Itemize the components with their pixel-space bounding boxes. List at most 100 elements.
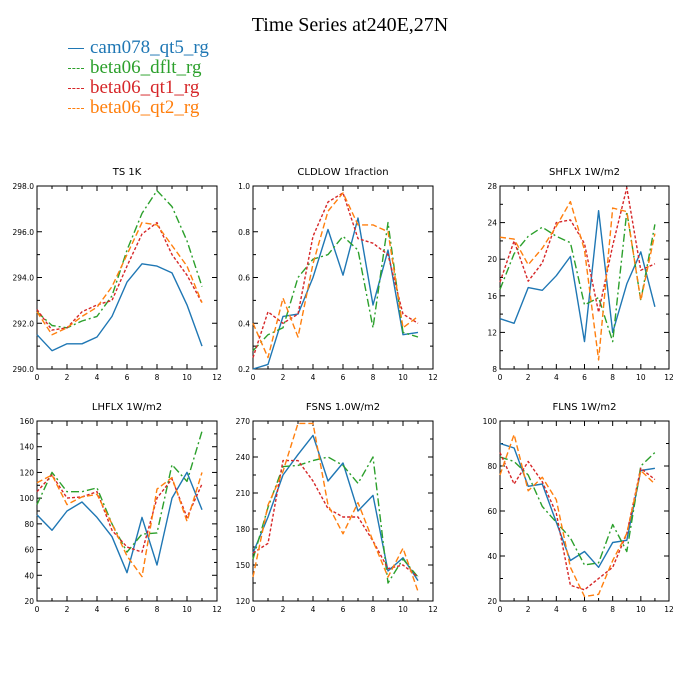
y-tick-label: 150 (236, 561, 251, 570)
y-tick-label: 270 (236, 417, 251, 426)
series-line-beta06-qt2-rg (36, 221, 203, 336)
legend-item-beta06-dflt: beta06_dflt_rg (68, 58, 209, 78)
y-tick-label: 0.8 (238, 228, 250, 237)
chart-title: FSNS 1.0W/m2 (306, 402, 380, 413)
series-line-beta06-dflt-rg (36, 189, 203, 329)
x-tick-label: 4 (311, 605, 316, 614)
series-line-cam078-qt5-rg (252, 434, 419, 581)
plot-frame (252, 185, 434, 370)
legend-item-beta06-qt2: beta06_qt2_rg (68, 98, 209, 118)
series-line-beta06-qt2-rg (499, 200, 656, 361)
series-line-cam078-qt5-rg (36, 263, 203, 352)
x-tick-label: 0 (35, 605, 40, 614)
x-tick-label: 8 (610, 373, 615, 382)
chart-title: SHFLX 1W/m2 (549, 167, 620, 178)
y-tick-label: 100 (20, 494, 35, 503)
y-tick-label: 60 (24, 546, 34, 555)
x-tick-label: 6 (582, 373, 587, 382)
y-tick-label: 80 (487, 462, 497, 471)
y-tick-label: 12 (487, 328, 497, 337)
x-tick-label: 0 (498, 605, 503, 614)
y-tick-label: 296.0 (13, 228, 35, 237)
chart-title: FLNS 1W/m2 (552, 402, 616, 413)
x-tick-label: 10 (398, 373, 408, 382)
x-tick-label: 8 (371, 373, 376, 382)
x-tick-label: 0 (251, 373, 256, 382)
y-tick-label: 40 (487, 552, 497, 561)
legend: cam078_qt5_rg beta06_dflt_rg beta06_qt1_… (68, 38, 209, 118)
series-line-beta06-dflt-rg (252, 221, 419, 352)
chart-title: LHFLX 1W/m2 (92, 402, 162, 413)
x-tick-label: 12 (212, 373, 222, 382)
y-tick-label: 1.0 (238, 182, 250, 191)
x-tick-label: 6 (125, 605, 130, 614)
y-tick-label: 160 (20, 417, 35, 426)
legend-label-beta06-dflt: beta06_dflt_rg (90, 57, 202, 78)
x-tick-label: 6 (341, 373, 346, 382)
legend-label-cam078: cam078_qt5_rg (90, 37, 209, 58)
chart-panel: TS 1K 0 2 4 6 8 10 12 290.0 292.0 294.0 296.0 298.0 (13, 167, 222, 382)
legend-line-beta06-qt1 (68, 88, 84, 89)
chart-title: CLDLOW 1fraction (297, 167, 388, 178)
x-tick-label: 12 (428, 373, 438, 382)
x-tick-label: 12 (664, 373, 674, 382)
y-tick-label: 60 (487, 507, 497, 516)
series-line-beta06-qt1-rg (252, 192, 419, 358)
y-tick-label: 8 (492, 365, 497, 374)
x-tick-label: 0 (498, 373, 503, 382)
plot-frame (36, 185, 218, 370)
series-line-beta06-qt1-rg (36, 221, 203, 331)
y-tick-label: 180 (236, 525, 251, 534)
x-tick-label: 6 (125, 373, 130, 382)
chart-panel: LHFLX 1W/m2 0 2 4 6 8 10 12 20 40 60 80 100 120 140 160 (20, 402, 222, 614)
x-tick-label: 12 (212, 605, 222, 614)
x-tick-label: 12 (664, 605, 674, 614)
legend-line-beta06-dflt (68, 68, 84, 69)
y-tick-label: 294.0 (13, 274, 35, 283)
y-tick-label: 20 (24, 597, 34, 606)
y-tick-label: 140 (20, 443, 35, 452)
x-tick-label: 4 (95, 373, 100, 382)
legend-label-beta06-qt2: beta06_qt2_rg (90, 97, 200, 118)
x-tick-label: 8 (610, 605, 615, 614)
x-tick-label: 0 (35, 373, 40, 382)
x-tick-label: 10 (182, 373, 192, 382)
chart-panel: FLNS 1W/m2 0 2 4 6 8 10 12 20 40 60 80 100 (483, 402, 674, 614)
x-tick-label: 2 (526, 373, 531, 382)
legend-line-cam078 (68, 48, 84, 49)
x-tick-label: 4 (95, 605, 100, 614)
y-tick-label: 24 (487, 219, 497, 228)
series-line-cam078-qt5-rg (252, 217, 419, 370)
chart-title: TS 1K (112, 167, 142, 178)
legend-item-beta06-qt1: beta06_qt1_rg (68, 78, 209, 98)
series-line-beta06-qt2-rg (252, 422, 419, 592)
x-tick-label: 2 (281, 605, 286, 614)
series-line-beta06-dflt-rg (499, 210, 656, 343)
plot-frame (36, 420, 218, 602)
x-tick-label: 10 (182, 605, 192, 614)
y-tick-label: 40 (24, 571, 34, 580)
x-tick-label: 8 (155, 373, 160, 382)
x-tick-label: 2 (65, 605, 70, 614)
y-tick-label: 16 (487, 292, 497, 301)
x-tick-label: 6 (341, 605, 346, 614)
y-tick-label: 290.0 (13, 365, 35, 374)
x-tick-label: 6 (582, 605, 587, 614)
series-line-beta06-qt2-rg (36, 472, 203, 578)
legend-label-beta06-qt1: beta06_qt1_rg (90, 77, 200, 98)
y-tick-label: 292.0 (13, 319, 35, 328)
chart-panel: FSNS 1.0W/m2 0 2 4 6 8 10 12 120 150 180 210 240 270 (236, 402, 438, 614)
series-line-beta06-qt1-rg (499, 187, 656, 313)
series-line-beta06-qt2-rg (499, 433, 656, 598)
page-title: Time Series at240E,27N (251, 14, 449, 36)
series-line-beta06-qt2-rg (252, 192, 419, 359)
series-line-beta06-qt1-rg (252, 459, 419, 578)
x-tick-label: 8 (155, 605, 160, 614)
y-tick-label: 240 (236, 453, 251, 462)
y-tick-label: 210 (236, 489, 251, 498)
y-tick-label: 20 (487, 255, 497, 264)
plot-frame (499, 420, 670, 602)
series-line-cam078-qt5-rg (499, 442, 656, 568)
series-line-beta06-dflt-rg (499, 451, 656, 566)
